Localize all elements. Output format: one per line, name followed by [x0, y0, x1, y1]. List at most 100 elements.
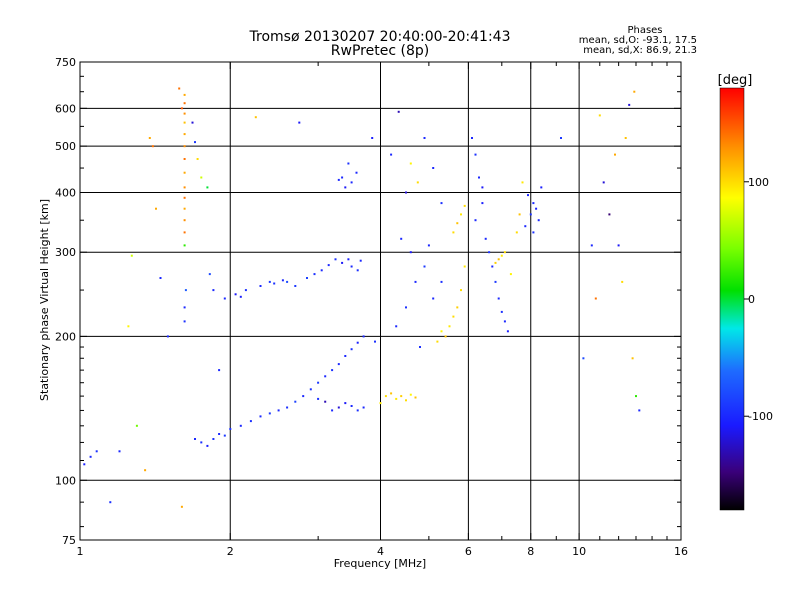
data-point [324, 375, 327, 378]
data-point [602, 181, 605, 184]
data-point [503, 251, 506, 254]
x-tick-label: 16 [674, 545, 688, 558]
data-point [463, 265, 466, 268]
data-point [194, 438, 196, 440]
data-point [419, 346, 421, 348]
data-point [223, 297, 226, 300]
data-point [239, 424, 242, 427]
x-tick-label: 6 [465, 545, 472, 558]
data-point [494, 261, 497, 264]
data-point [356, 341, 359, 344]
data-point [194, 141, 196, 144]
data-point [180, 107, 183, 110]
data-point [286, 280, 289, 283]
x-tick-label: 1 [77, 545, 84, 558]
data-point [298, 121, 301, 124]
data-point [180, 505, 183, 508]
data-point [83, 463, 86, 466]
data-point [414, 396, 417, 399]
data-point [196, 158, 199, 160]
data-point [427, 244, 430, 247]
data-point [362, 406, 365, 409]
data-point [183, 244, 186, 247]
data-point [390, 392, 393, 395]
y-tick-label: 100 [55, 474, 76, 487]
data-point [452, 315, 455, 318]
data-point [481, 202, 484, 205]
data-point [249, 420, 252, 423]
data-point [405, 306, 407, 309]
chart-subtitle: RwPretec (8p) [331, 43, 429, 59]
data-point [452, 231, 455, 234]
data-point [436, 340, 439, 343]
data-point [500, 310, 503, 313]
data-point [334, 258, 337, 261]
data-point [244, 289, 247, 292]
x-axis-label: Frequency [MHz] [334, 557, 426, 570]
data-point [590, 244, 593, 247]
data-point [474, 153, 477, 156]
data-point [350, 348, 353, 351]
data-point [306, 277, 308, 279]
data-point [448, 325, 451, 328]
data-point [617, 244, 620, 247]
data-point [456, 222, 459, 225]
data-point [484, 237, 487, 240]
data-point [327, 264, 330, 267]
data-point [423, 137, 426, 139]
chart-title: Tromsø 20130207 20:40:00-20:41:43 [249, 29, 511, 45]
data-point [183, 145, 186, 148]
data-point [621, 280, 624, 283]
data-point [127, 325, 130, 328]
data-point [268, 412, 271, 415]
data-point [166, 335, 169, 338]
data-point [347, 162, 350, 165]
y-tick-label: 750 [55, 56, 76, 69]
data-point [497, 297, 500, 300]
data-point [371, 137, 374, 139]
data-point [183, 93, 186, 96]
data-point [337, 406, 340, 409]
data-point [234, 293, 237, 296]
data-point [405, 191, 407, 194]
data-point [614, 153, 616, 156]
data-point [423, 265, 426, 268]
data-point [183, 231, 186, 234]
data-point [395, 325, 398, 328]
data-point [390, 153, 393, 156]
data-point [608, 213, 611, 216]
data-point [183, 171, 186, 174]
data-point [344, 355, 347, 357]
axis-ticks-layer: 1 2 4 6 8 10 16 75 100 200 300 400 500 600 750 [55, 56, 688, 558]
data-point [337, 363, 340, 366]
data-point [286, 406, 289, 409]
data-point [524, 225, 527, 228]
data-point [414, 280, 417, 283]
data-point [191, 121, 194, 124]
data-point [598, 114, 601, 117]
data-point [515, 231, 518, 234]
data-point [144, 469, 147, 472]
data-point [628, 103, 631, 106]
data-point [200, 441, 203, 444]
data-point [460, 289, 462, 292]
data-point [405, 399, 407, 402]
data-point [532, 202, 535, 205]
data-point [317, 381, 320, 384]
data-point [259, 285, 262, 287]
data-point [183, 196, 186, 199]
data-point [118, 450, 121, 453]
data-point [497, 258, 500, 261]
data-point [532, 231, 535, 234]
data-point [409, 393, 412, 396]
data-point [540, 186, 543, 189]
data-point [359, 259, 362, 262]
data-point [416, 181, 419, 184]
data-point [281, 279, 284, 282]
data-point [633, 90, 636, 93]
data-point [259, 415, 262, 418]
data-point [313, 273, 316, 276]
colorbar-ticks: 100 0 -100 [744, 176, 773, 423]
data-point [350, 265, 353, 268]
